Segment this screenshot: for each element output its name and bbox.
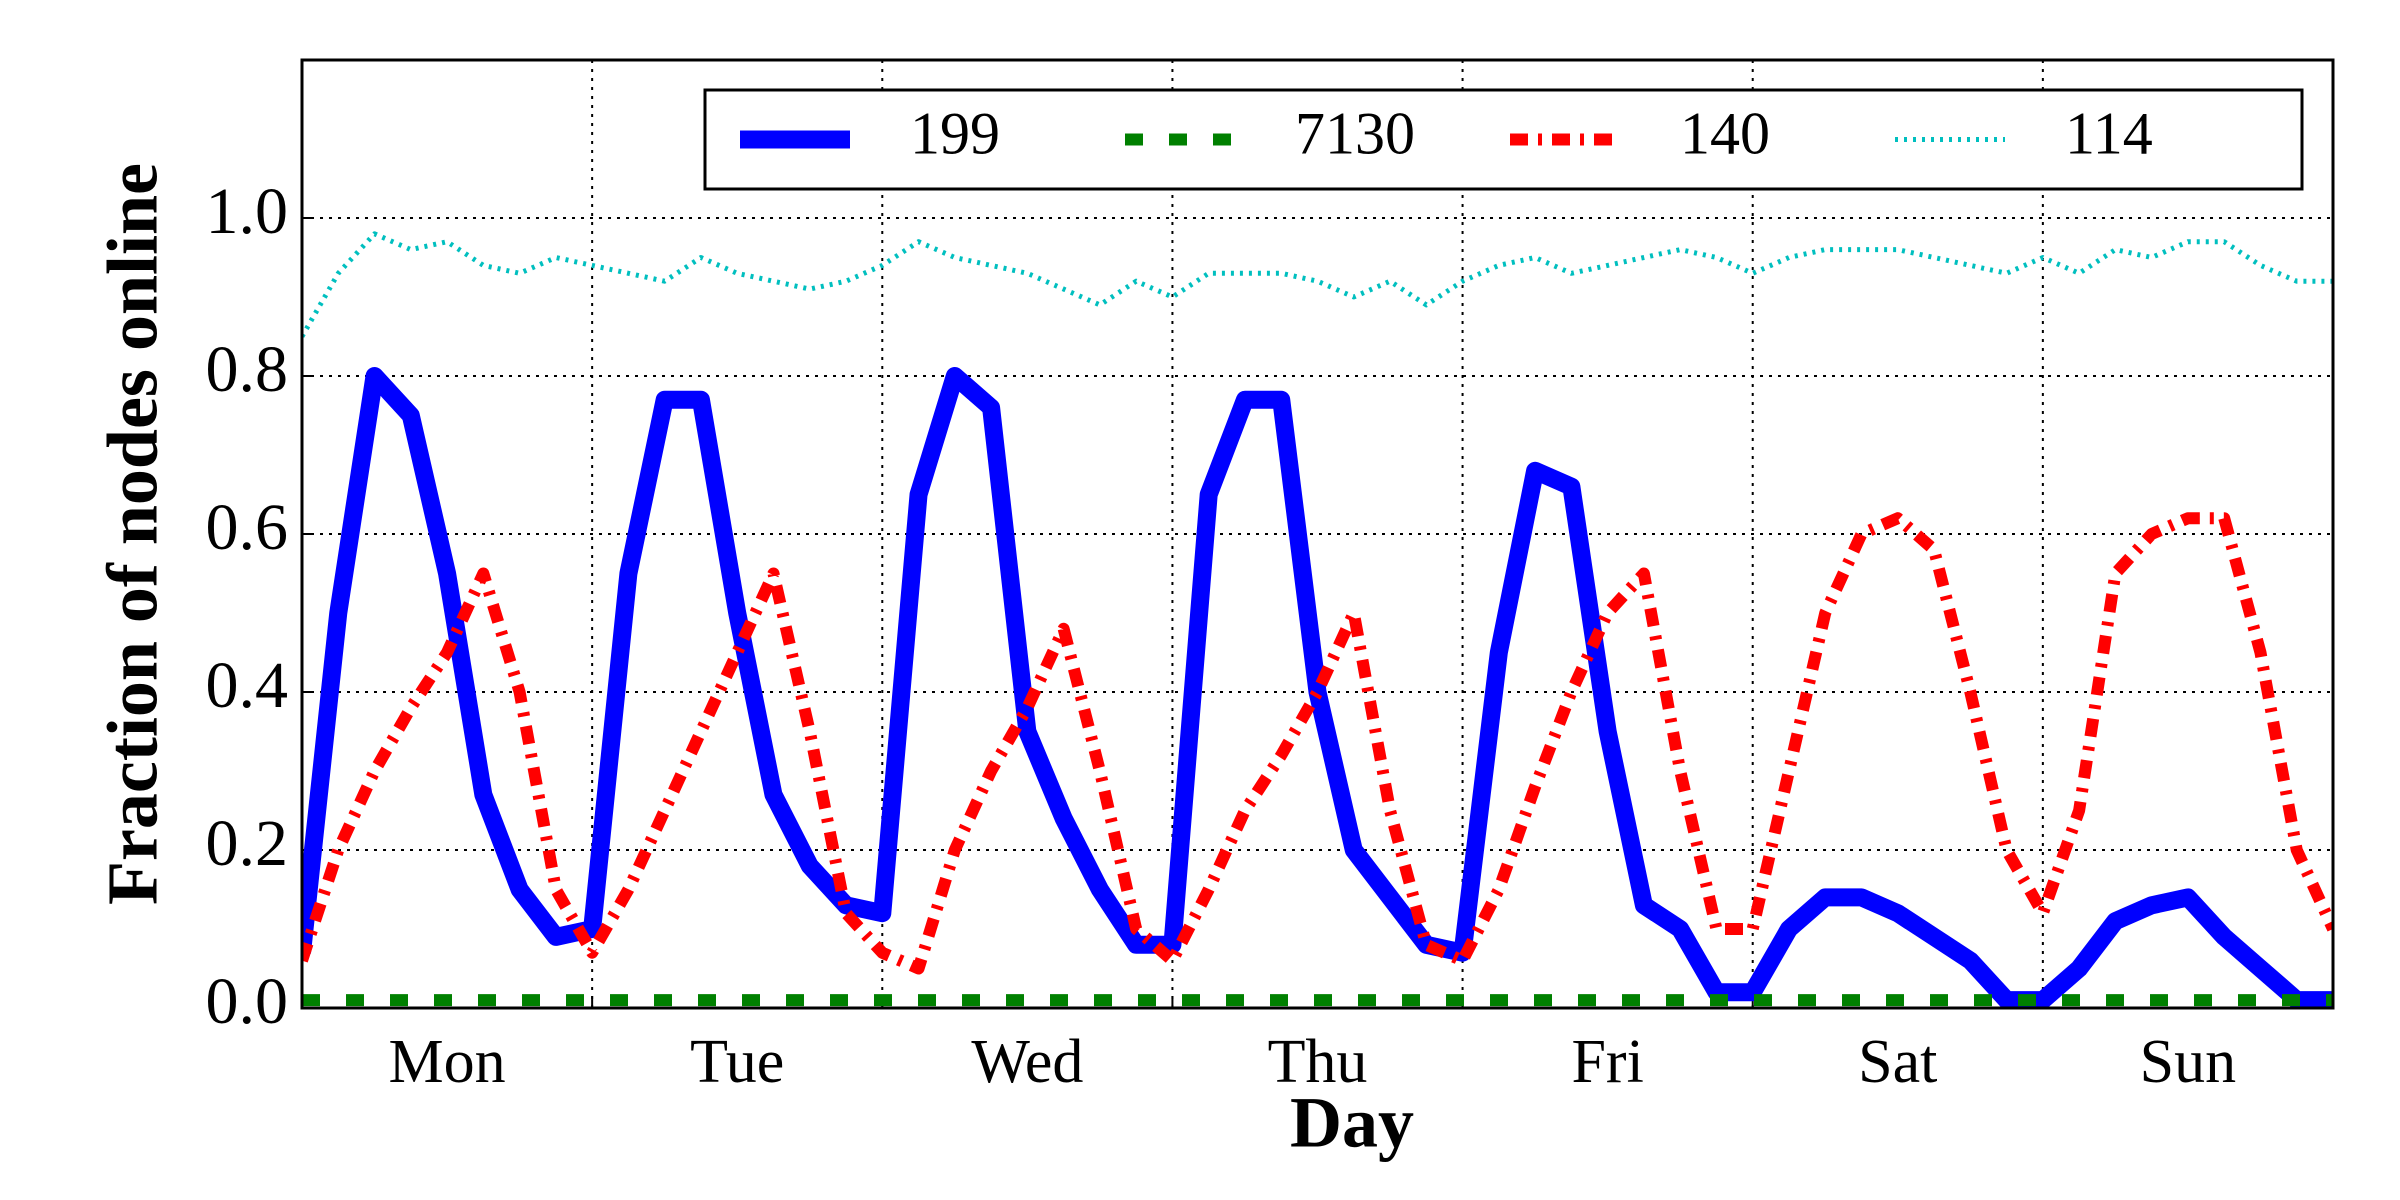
y-tick-label: 0.0 bbox=[206, 965, 289, 1038]
x-category-label: Tue bbox=[690, 1028, 784, 1096]
y-tick-label: 0.8 bbox=[206, 333, 289, 406]
legend-label: 7130 bbox=[1295, 100, 1415, 166]
y-tick-label: 0.4 bbox=[206, 649, 289, 722]
legend-label: 199 bbox=[910, 100, 1000, 166]
x-category-label: Sat bbox=[1858, 1028, 1937, 1096]
x-category-label: Fri bbox=[1571, 1028, 1643, 1096]
series-line bbox=[302, 512, 2333, 975]
y-tick-label: 0.6 bbox=[206, 491, 289, 564]
x-category-label: Thu bbox=[1268, 1028, 1368, 1096]
x-category-label: Mon bbox=[389, 1028, 506, 1096]
legend-label: 140 bbox=[1680, 100, 1770, 166]
y-tick-label: 0.2 bbox=[206, 807, 289, 880]
plot-frame bbox=[300, 58, 2335, 1010]
x-category-label: Sun bbox=[2140, 1028, 2236, 1096]
series-line bbox=[302, 367, 2333, 1008]
y-axis-label: Fraction of nodes online bbox=[93, 163, 173, 905]
y-tick-label: 1.0 bbox=[206, 175, 289, 248]
legend-label: 114 bbox=[2065, 100, 2153, 166]
legend-box bbox=[703, 88, 2304, 191]
series-line bbox=[302, 231, 2333, 338]
x-axis-label: Day bbox=[1290, 1083, 1414, 1163]
x-category-label: Wed bbox=[971, 1028, 1083, 1096]
